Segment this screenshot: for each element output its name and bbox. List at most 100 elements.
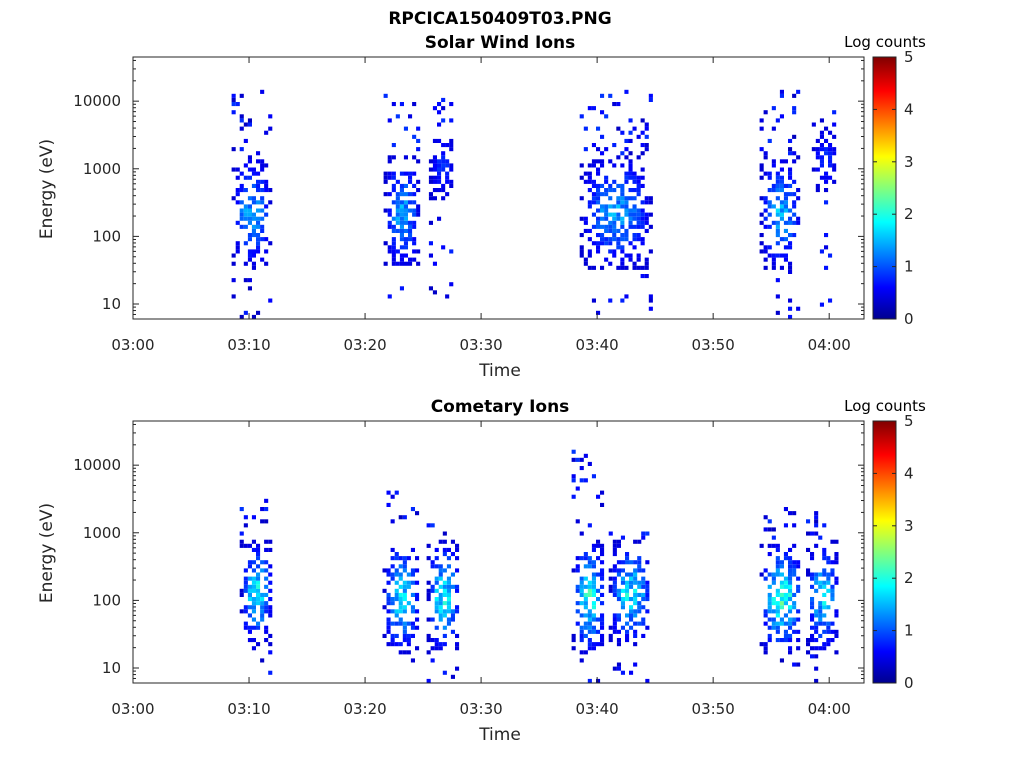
spectrogram-cell xyxy=(403,126,408,131)
x-tick-label: 03:30 xyxy=(459,700,502,718)
spectrogram-cell xyxy=(382,568,387,573)
spectrogram-cell xyxy=(616,666,621,671)
spectrogram-cell xyxy=(641,605,646,610)
spectrogram-cell xyxy=(645,678,650,683)
spectrogram-cell xyxy=(600,638,605,643)
spectrogram-cell xyxy=(616,241,621,246)
solar-wind-colorbar-label: Log counts xyxy=(844,33,926,51)
spectrogram-cell xyxy=(596,171,601,176)
spectrogram-cell xyxy=(579,253,584,258)
spectrogram-cell xyxy=(612,249,617,254)
spectrogram-cell xyxy=(450,674,455,679)
spectrogram-cell xyxy=(632,204,637,209)
spectrogram-cell xyxy=(792,110,797,115)
spectrogram-cell xyxy=(810,654,815,659)
spectrogram-cell xyxy=(386,617,391,622)
spectrogram-cell xyxy=(824,200,829,205)
spectrogram-cell xyxy=(251,584,256,589)
spectrogram-cell xyxy=(616,126,621,131)
spectrogram-cell xyxy=(810,633,815,638)
spectrogram-cell xyxy=(620,588,625,593)
spectrogram-cell xyxy=(399,216,404,221)
spectrogram-cell xyxy=(256,151,261,156)
spectrogram-cell xyxy=(814,519,819,524)
spectrogram-cell xyxy=(637,556,642,561)
spectrogram-cell xyxy=(796,155,801,160)
spectrogram-cell xyxy=(604,188,609,193)
spectrogram-cell xyxy=(260,617,265,622)
spectrogram-cell xyxy=(788,556,793,561)
spectrogram-cell xyxy=(600,621,605,626)
spectrogram-cell xyxy=(416,212,421,217)
y-tick-label: 10 xyxy=(102,295,121,313)
spectrogram-cell xyxy=(788,138,793,143)
spectrogram-cell xyxy=(391,253,396,258)
spectrogram-cell xyxy=(394,642,399,647)
spectrogram-cell xyxy=(438,597,443,602)
spectrogram-cell xyxy=(792,179,797,184)
spectrogram-cell xyxy=(759,543,764,548)
spectrogram-cell xyxy=(412,220,417,225)
spectrogram-cell xyxy=(264,568,269,573)
spectrogram-cell xyxy=(260,592,265,597)
spectrogram-cell xyxy=(239,507,244,512)
spectrogram-cell xyxy=(637,621,642,626)
spectrogram-cell xyxy=(402,597,407,602)
spectrogram-cell xyxy=(633,662,638,667)
spectrogram-cell xyxy=(616,592,621,597)
spectrogram-cell xyxy=(251,515,256,520)
spectrogram-cell xyxy=(620,568,625,573)
spectrogram-cell xyxy=(834,539,839,544)
spectrogram-cell xyxy=(260,257,265,262)
spectrogram-cell xyxy=(239,183,244,188)
spectrogram-cell xyxy=(814,609,819,614)
spectrogram-cell xyxy=(600,633,605,638)
spectrogram-cell xyxy=(783,237,788,242)
spectrogram-cell xyxy=(251,171,256,176)
spectrogram-cell xyxy=(819,159,824,164)
spectrogram-cell xyxy=(583,564,588,569)
spectrogram-cell xyxy=(822,572,827,577)
spectrogram-cell xyxy=(243,310,248,315)
spectrogram-cell xyxy=(239,592,244,597)
spectrogram-cell xyxy=(640,241,645,246)
spectrogram-cell xyxy=(632,179,637,184)
spectrogram-cell xyxy=(625,621,630,626)
spectrogram-cell xyxy=(763,527,768,532)
spectrogram-cell xyxy=(591,298,596,303)
spectrogram-cell xyxy=(387,245,392,250)
spectrogram-cell xyxy=(402,625,407,630)
spectrogram-cell xyxy=(624,196,629,201)
spectrogram-cell xyxy=(822,592,827,597)
spectrogram-cell xyxy=(455,609,460,614)
spectrogram-cell xyxy=(268,633,273,638)
spectrogram-cell xyxy=(636,253,641,258)
spectrogram-cell xyxy=(596,572,601,577)
cometary-title: Cometary Ions xyxy=(431,397,570,417)
spectrogram-cell xyxy=(251,183,256,188)
colorbar-tick-label: 0 xyxy=(904,310,914,328)
burst-6 xyxy=(806,511,839,683)
spectrogram-cell xyxy=(260,228,265,233)
spectrogram-cell xyxy=(403,171,408,176)
spectrogram-cell xyxy=(788,183,793,188)
spectrogram-cell xyxy=(767,138,772,143)
spectrogram-cell xyxy=(437,102,442,107)
spectrogram-cell xyxy=(608,568,613,573)
spectrogram-cell xyxy=(591,617,596,622)
y-tick-label: 100 xyxy=(92,591,121,609)
spectrogram-cell xyxy=(826,605,831,610)
spectrogram-cell xyxy=(432,175,437,180)
spectrogram-cell xyxy=(620,257,625,262)
spectrogram-cell xyxy=(449,118,454,123)
spectrogram-cell xyxy=(438,609,443,614)
spectrogram-cell xyxy=(624,228,629,233)
spectrogram-cell xyxy=(583,556,588,561)
spectrogram-cell xyxy=(824,179,829,184)
spectrogram-cell xyxy=(438,592,443,597)
spectrogram-cell xyxy=(441,159,446,164)
spectrogram-cell xyxy=(450,613,455,618)
spectrogram-cell xyxy=(243,163,248,168)
spectrogram-cell xyxy=(231,102,236,107)
burst-2 xyxy=(428,97,454,299)
